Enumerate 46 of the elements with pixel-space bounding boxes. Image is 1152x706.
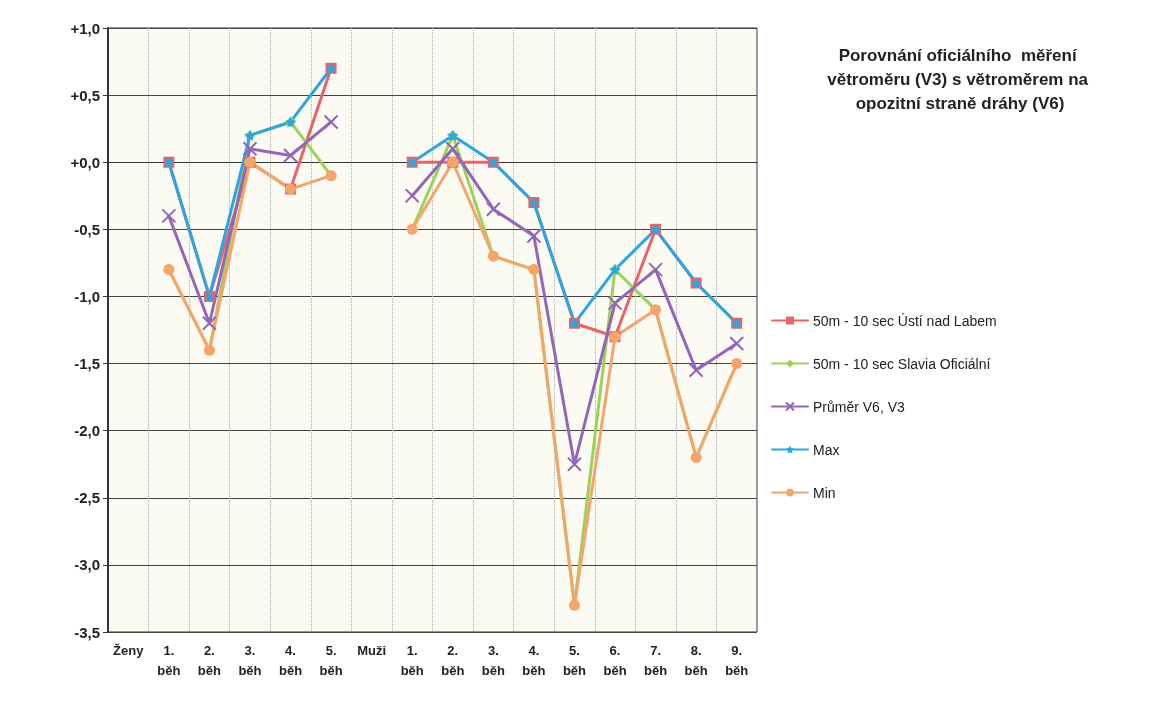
legend-label: 50m - 10 sec Slavia Oficiální — [813, 355, 991, 372]
point — [323, 114, 339, 130]
point — [283, 148, 299, 164]
x-tick-label: 1. běh — [157, 642, 181, 678]
point — [648, 262, 664, 278]
y-tick-label: +0,5 — [70, 86, 100, 104]
point — [607, 295, 623, 311]
point — [566, 456, 582, 472]
point — [201, 315, 217, 331]
x-tick-label: 2. běh — [441, 642, 465, 678]
y-tick-label: -2,0 — [74, 422, 100, 440]
legend-label: Min — [813, 484, 836, 501]
y-tick-label: -3,0 — [74, 556, 100, 574]
x-tick-label: 8. běh — [684, 642, 708, 678]
y-tick-label: -1,5 — [74, 355, 100, 373]
x-tick-label: 1. běh — [400, 642, 424, 678]
legend-label: 50m - 10 sec Ústí nad Labem — [813, 312, 997, 329]
x-tick-label: 6. běh — [603, 642, 627, 678]
point — [161, 208, 177, 224]
point — [526, 228, 542, 244]
point — [404, 188, 420, 204]
x-tick-label: 5. běh — [562, 642, 587, 678]
x-tick-label: Ženy — [113, 642, 145, 658]
y-tick-label: -2,5 — [74, 489, 100, 507]
legend-label: Max — [813, 441, 840, 458]
point — [688, 362, 704, 378]
x-tick-label: 2. běh — [197, 642, 222, 678]
point — [485, 201, 501, 217]
x-tick-label: 3. běh — [238, 642, 262, 678]
x-tick-label: 9. běh — [725, 642, 749, 678]
x-tick-label: 7. běh — [644, 642, 668, 678]
point — [445, 141, 461, 157]
legend-label: Průměr V6, V3 — [813, 398, 906, 415]
x-tick-label: 4. běh — [522, 642, 546, 678]
text: Porovnání oficiálního měření větroměru (V3) s větroměrem na opozitní straně dráhy (V6) — [827, 45, 1093, 113]
y-tick-label: +0,0 — [70, 153, 100, 171]
y-tick-label: -0,5 — [74, 220, 100, 238]
point — [242, 141, 258, 157]
x-tick-label: 5. běh — [319, 642, 343, 678]
y-tick-label: -1,0 — [74, 287, 100, 305]
y-tick-label: -3,5 — [74, 623, 100, 641]
y-tick-label: +1,0 — [70, 19, 100, 37]
x-tick-label: Muži — [357, 642, 387, 658]
x-tick-label: 4. běh — [278, 642, 303, 678]
point — [729, 335, 745, 351]
x-tick-label: 3. běh — [481, 642, 505, 678]
